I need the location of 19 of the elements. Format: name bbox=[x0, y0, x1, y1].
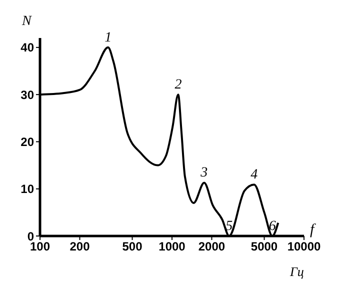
annotation: 3 bbox=[200, 166, 208, 181]
y-tick-label: 20 bbox=[20, 134, 34, 149]
annotation: 5 bbox=[226, 219, 233, 234]
x-tick-label: 200 bbox=[70, 240, 90, 254]
x-tick-label: 500 bbox=[122, 240, 143, 254]
y-tick-label: 40 bbox=[20, 40, 34, 55]
annotation: 1 bbox=[104, 30, 112, 46]
x-axis-title: f bbox=[310, 222, 314, 239]
annotation: 2 bbox=[174, 78, 182, 93]
y-tick-label: 30 bbox=[20, 88, 34, 102]
annotation: 6 bbox=[268, 219, 276, 234]
text: Гц bbox=[290, 264, 304, 280]
x-tick-label: 10000 bbox=[287, 240, 322, 254]
x-tick-label: 2000 bbox=[198, 240, 226, 254]
x-tick-label: 5000 bbox=[250, 240, 278, 254]
y-axis-title: N bbox=[22, 14, 32, 30]
annotation: 4 bbox=[250, 168, 258, 183]
x-tick-label: 1000 bbox=[158, 240, 186, 254]
y-tick-label: 10 bbox=[20, 182, 34, 196]
